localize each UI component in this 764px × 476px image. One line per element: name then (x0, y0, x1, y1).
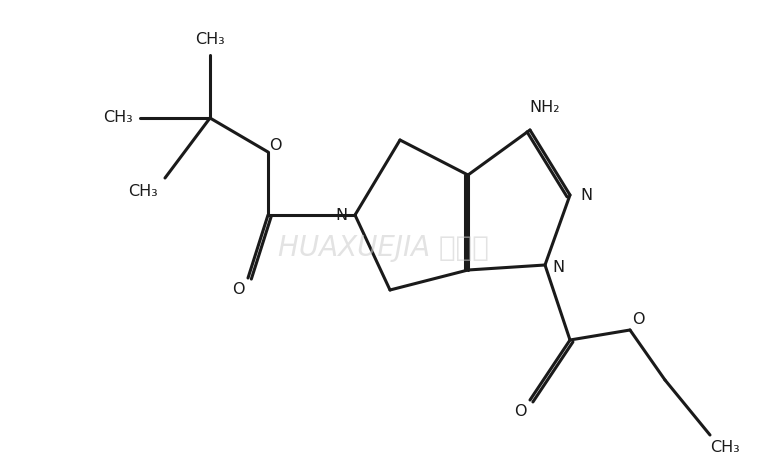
Text: NH₂: NH₂ (529, 100, 560, 116)
Text: O: O (513, 405, 526, 419)
Text: O: O (632, 313, 644, 327)
Text: O: O (269, 138, 281, 152)
Text: N: N (552, 260, 564, 276)
Text: O: O (231, 282, 244, 298)
Text: CH₃: CH₃ (195, 32, 225, 48)
Text: HUAXUEJIA 化学加: HUAXUEJIA 化学加 (277, 234, 488, 262)
Text: CH₃: CH₃ (103, 110, 133, 126)
Text: CH₃: CH₃ (128, 185, 158, 199)
Text: N: N (580, 188, 592, 202)
Text: N: N (335, 208, 347, 222)
Text: CH₃: CH₃ (710, 439, 740, 455)
